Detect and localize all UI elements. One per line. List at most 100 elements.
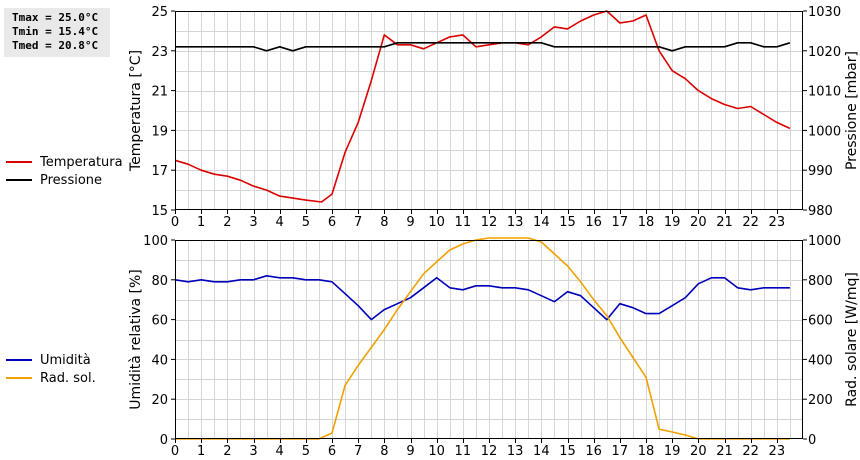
y-right-tick-label: 800 — [808, 274, 833, 289]
x-tick-label: 13 — [507, 444, 524, 459]
x-tick-label: 1 — [197, 444, 205, 459]
x-tick-label: 10 — [428, 215, 445, 230]
tmin-text: Tmin = 15.4°C — [12, 25, 99, 38]
x-tick-label: 2 — [223, 215, 231, 230]
horizontal-gridlines-1 — [175, 260, 803, 420]
x-tick-label: 14 — [533, 215, 550, 230]
x-tick-label: 3 — [249, 444, 257, 459]
x-tick-label: 18 — [638, 215, 655, 230]
x-tick-label: 11 — [455, 215, 472, 230]
x-tick-label: 21 — [716, 215, 733, 230]
y-left-tick-label: 19 — [151, 124, 168, 139]
legend-item-pressione: Pressione — [6, 171, 123, 189]
x-tick-label: 0 — [171, 215, 179, 230]
x-tick-label: 12 — [481, 215, 498, 230]
y-right-tick-label: 980 — [808, 204, 833, 219]
x-tick-label: 4 — [276, 215, 284, 230]
x-tick-label: 9 — [406, 444, 414, 459]
x-tick-label: 15 — [559, 444, 576, 459]
x-tick-label: 20 — [690, 215, 707, 230]
tmax-text: Tmax = 25.0°C — [12, 11, 99, 24]
y-right-tick-label: 1000 — [808, 124, 841, 139]
y-right-tick-label: 1030 — [808, 5, 841, 20]
x-tick-label: 1 — [197, 215, 205, 230]
y-right-tick-label: 1010 — [808, 85, 841, 100]
y-left-tick-label: 21 — [151, 85, 168, 100]
x-tick-label: 8 — [380, 215, 388, 230]
y-right-tick-label: 1020 — [808, 45, 841, 60]
legend-top: Temperatura Pressione — [6, 153, 123, 189]
y-right-tick-label: 400 — [808, 353, 833, 368]
x-tick-label: 19 — [664, 215, 681, 230]
stats-box: Tmax = 25.0°C Tmin = 15.4°C Tmed = 20.8°… — [4, 8, 110, 57]
x-tick-label: 3 — [249, 215, 257, 230]
x-tick-label: 6 — [328, 215, 336, 230]
y-left-tick-label: 80 — [151, 274, 168, 289]
y-left-tick-label: 25 — [151, 5, 168, 20]
x-tick-label: 22 — [742, 444, 759, 459]
y-left-tick-label: 20 — [151, 393, 168, 408]
y-left-tick-label: 15 — [151, 204, 168, 219]
series-line-umidit — [174, 274, 790, 321]
x-tick-label: 22 — [742, 215, 759, 230]
y-left-tick-label: 40 — [151, 353, 168, 368]
x-tick-label: 23 — [769, 215, 786, 230]
y-right-tick-label: 990 — [808, 164, 833, 179]
x-tick-label: 17 — [612, 444, 629, 459]
series-line-temperatura — [174, 10, 791, 203]
x-tick-label: 4 — [276, 444, 284, 459]
legend-label-pressione: Pressione — [40, 172, 103, 188]
x-tick-label: 7 — [354, 215, 362, 230]
y-left-axis-label: Umidità relativa [%] — [128, 269, 144, 410]
legend-swatch-temperatura — [6, 161, 32, 163]
y-right-tick-label: 200 — [808, 393, 833, 408]
legend-bottom: Umidità Rad. sol. — [6, 351, 96, 387]
legend-label-umidita: Umidità — [40, 352, 91, 368]
x-tick-label: 11 — [455, 444, 472, 459]
legend-swatch-pressione — [6, 179, 32, 181]
x-tick-label: 9 — [406, 215, 414, 230]
x-tick-label: 2 — [223, 444, 231, 459]
x-tick-label: 23 — [769, 444, 786, 459]
x-tick-label: 5 — [302, 215, 310, 230]
plot-frame-1 — [175, 240, 803, 439]
legend-label-temperatura: Temperatura — [40, 154, 123, 170]
x-tick-label: 17 — [612, 215, 629, 230]
x-tick-label: 12 — [481, 444, 498, 459]
x-tick-label: 15 — [559, 215, 576, 230]
legend-swatch-rad-sol — [6, 377, 32, 379]
x-tick-label: 6 — [328, 444, 336, 459]
x-tick-label: 8 — [380, 444, 388, 459]
x-tick-label: 16 — [585, 215, 602, 230]
x-tick-label: 7 — [354, 444, 362, 459]
vertical-gridlines-1 — [188, 240, 791, 439]
tmed-text: Tmed = 20.8°C — [12, 39, 99, 52]
y-left-tick-label: 17 — [151, 164, 168, 179]
x-tick-label: 18 — [638, 444, 655, 459]
y-right-tick-label: 1000 — [808, 234, 841, 249]
x-tick-label: 13 — [507, 215, 524, 230]
legend-item-umidita: Umidità — [6, 351, 96, 369]
y-left-tick-label: 60 — [151, 314, 168, 329]
y-right-axis-label: Rad. solare [W/mq] — [844, 272, 860, 407]
x-tick-label: 0 — [171, 444, 179, 459]
legend-item-rad-sol: Rad. sol. — [6, 369, 96, 387]
legend-label-rad-sol: Rad. sol. — [40, 370, 96, 386]
x-tick-label: 10 — [428, 444, 445, 459]
y-left-tick-label: 100 — [143, 234, 168, 249]
y-left-tick-label: 0 — [160, 433, 168, 448]
x-tick-label: 14 — [533, 444, 550, 459]
series-line-rad-sol — [175, 237, 790, 440]
legend-item-temperatura: Temperatura — [6, 153, 123, 171]
y-right-axis-label: Pressione [mbar] — [844, 51, 860, 170]
x-tick-label: 5 — [302, 444, 310, 459]
x-tick-label: 20 — [690, 444, 707, 459]
x-tick-label: 16 — [585, 444, 602, 459]
x-tick-label: 21 — [716, 444, 733, 459]
series-line-pressione — [175, 41, 791, 52]
plot-frame-0 — [175, 11, 803, 210]
y-left-axis-label: Temperatura [°C] — [128, 50, 144, 172]
y-right-tick-label: 600 — [808, 314, 833, 329]
y-right-tick-label: 0 — [808, 433, 816, 448]
